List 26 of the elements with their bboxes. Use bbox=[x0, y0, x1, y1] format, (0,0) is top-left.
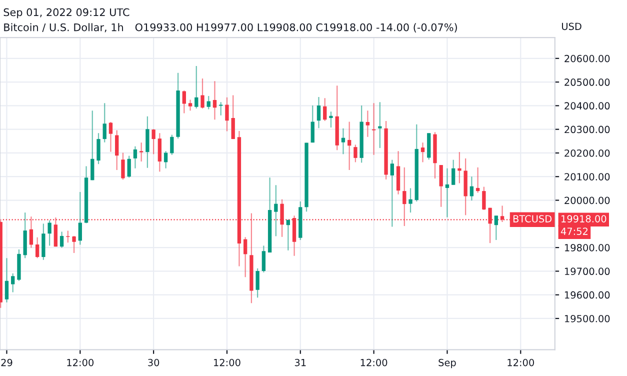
y-tick-label: 20600.00 bbox=[564, 54, 610, 62]
y-tick-label: 19800.00 bbox=[564, 244, 610, 252]
text: 19918.00 bbox=[562, 215, 606, 222]
x-tick-label: 12:00 bbox=[508, 358, 534, 366]
y-tick-label: 20200.00 bbox=[564, 149, 610, 157]
chart-subtitle: O19933.00 H19977.00 L19908.00 C19918.00 -14.00 (-0.07%) bbox=[135, 23, 457, 32]
x-tick-label: 30 bbox=[148, 358, 160, 366]
ref-line-label: BTCUSD bbox=[513, 215, 552, 222]
y-tick-label: 20000.00 bbox=[564, 196, 610, 204]
x-tick-label: Sep bbox=[438, 358, 456, 368]
x-tick-label: 12:00 bbox=[214, 358, 240, 366]
x-tick-label: 12:00 bbox=[360, 358, 388, 366]
y-tick-label: 20500.00 bbox=[564, 78, 610, 86]
y-axis-title: USD bbox=[562, 22, 582, 30]
text: Sep 01, 2022 09:12 UTC bbox=[4, 8, 130, 18]
y-tick-label: 20100.00 bbox=[564, 173, 610, 180]
y-tick-label: 19700.00 bbox=[564, 268, 610, 276]
y-tick-label: 20400.00 bbox=[564, 102, 610, 110]
y-tick-label: 20300.00 bbox=[564, 126, 610, 134]
x-tick-label: 29 bbox=[1, 358, 12, 366]
y-tick-label: 19600.00 bbox=[564, 291, 610, 299]
x-tick-label: 12:00 bbox=[67, 358, 94, 366]
text: 47:52 bbox=[560, 228, 588, 235]
chart-title: Bitcoin / U.S. Dollar, 1h bbox=[4, 23, 123, 32]
y-tick-label: 19500.00 bbox=[564, 314, 610, 322]
x-tick-label: 31 bbox=[294, 358, 306, 366]
